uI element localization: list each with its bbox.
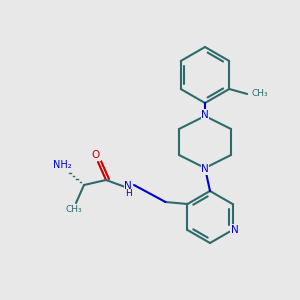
Text: N: N bbox=[201, 164, 209, 174]
Text: N: N bbox=[124, 181, 132, 191]
Text: H: H bbox=[124, 190, 131, 199]
Text: O: O bbox=[92, 150, 100, 160]
Text: CH₃: CH₃ bbox=[66, 206, 82, 214]
Text: N: N bbox=[231, 225, 239, 235]
Text: NH₂: NH₂ bbox=[53, 160, 71, 170]
Text: CH₃: CH₃ bbox=[251, 89, 268, 98]
Text: N: N bbox=[201, 110, 209, 120]
